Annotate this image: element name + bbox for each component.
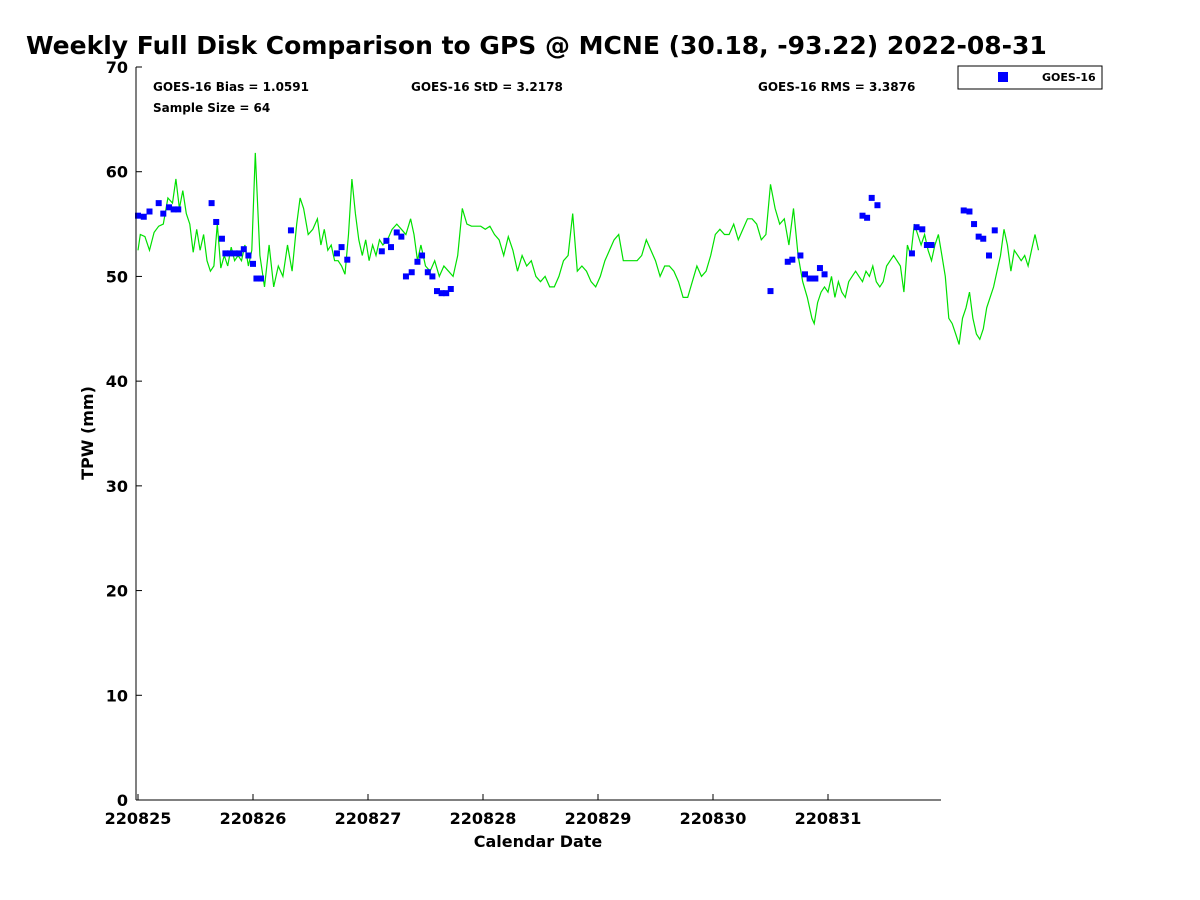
goes-data-point bbox=[864, 214, 871, 221]
goes-data-point bbox=[231, 250, 238, 257]
y-tick-label: 30 bbox=[106, 477, 128, 496]
x-ticks: 220825 220826 220827 220828 220829 220830 2208… bbox=[105, 794, 862, 828]
goes-data-point bbox=[344, 256, 351, 263]
x-axis-label: Calendar Date bbox=[474, 832, 603, 851]
legend-label: GOES-16 bbox=[1042, 71, 1096, 84]
goes-data-point bbox=[797, 252, 804, 259]
goes-data-point bbox=[213, 218, 220, 225]
y-tick-label: 0 bbox=[117, 791, 128, 810]
goes-data-point bbox=[975, 233, 982, 240]
goes-data-point bbox=[874, 202, 881, 209]
y-tick-label: 40 bbox=[106, 372, 128, 391]
goes-data-point bbox=[928, 242, 935, 249]
goes-data-point bbox=[218, 235, 225, 242]
goes-data-point bbox=[986, 252, 992, 259]
goes-data-point bbox=[333, 250, 340, 257]
goes-data-point bbox=[923, 242, 930, 249]
y-tick-label: 70 bbox=[106, 58, 128, 77]
goes-data-point bbox=[434, 288, 440, 295]
gps-series-line bbox=[137, 152, 1040, 345]
goes-data-point bbox=[991, 227, 998, 234]
goes-data-point bbox=[135, 212, 141, 219]
goes-data-point bbox=[913, 224, 920, 231]
goes-data-point bbox=[443, 290, 450, 297]
goes-data-point bbox=[227, 250, 233, 257]
x-tick-label: 220829 bbox=[565, 809, 632, 828]
x-tick-label: 220830 bbox=[680, 809, 747, 828]
legend-box bbox=[957, 65, 1103, 90]
goes-data-point bbox=[980, 235, 987, 242]
goes-data-point bbox=[868, 194, 875, 201]
goes-data-point bbox=[155, 200, 162, 207]
chart-title: Weekly Full Disk Comparison to GPS @ MCN… bbox=[26, 31, 1047, 60]
goes-data-point bbox=[966, 208, 973, 215]
goes-data-point bbox=[236, 250, 243, 257]
plot-area: 0 10 20 30 40 50 60 70 220825 220826 220827 220828… bbox=[105, 58, 1040, 828]
goes-data-point bbox=[208, 200, 215, 207]
x-tick-label: 220828 bbox=[450, 809, 517, 828]
plot-background bbox=[136, 67, 941, 800]
goes-data-point bbox=[398, 233, 405, 240]
goes-data-point bbox=[175, 206, 182, 213]
goes-data-point bbox=[767, 288, 774, 295]
goes-data-point bbox=[140, 213, 147, 220]
y-tick-label: 60 bbox=[106, 163, 128, 182]
goes-data-point bbox=[821, 271, 828, 278]
goes-data-point bbox=[160, 210, 167, 217]
legend-marker bbox=[998, 72, 1008, 82]
y-axis-label: TPW (mm) bbox=[78, 386, 97, 480]
goes-data-point bbox=[170, 206, 177, 213]
goes-data-point bbox=[393, 229, 400, 236]
goes-data-point bbox=[960, 207, 967, 214]
stat-sample-size: Sample Size = 64 bbox=[153, 101, 270, 115]
goes-data-point bbox=[414, 258, 421, 265]
goes-data-point bbox=[429, 273, 436, 280]
goes-data-point bbox=[222, 250, 229, 257]
goes-marker-layer bbox=[135, 194, 998, 297]
goes-data-point bbox=[146, 208, 153, 215]
goes-data-point bbox=[806, 275, 813, 282]
x-tick-label: 220831 bbox=[795, 809, 862, 828]
goes-data-point bbox=[447, 285, 454, 292]
goes-data-point bbox=[419, 252, 426, 259]
goes-data-point bbox=[250, 260, 256, 267]
y-ticks: 0 10 20 30 40 50 60 70 bbox=[106, 58, 142, 810]
stat-bias: GOES-16 Bias = 1.0591 bbox=[153, 80, 309, 94]
y-tick-label: 20 bbox=[106, 582, 128, 601]
goes-data-point bbox=[383, 237, 390, 244]
goes-data-point bbox=[438, 290, 445, 297]
goes-data-point bbox=[408, 269, 415, 276]
goes-data-point bbox=[859, 212, 866, 219]
goes-data-point bbox=[424, 269, 431, 276]
goes-data-point bbox=[816, 265, 823, 272]
goes-data-point bbox=[253, 275, 260, 282]
goes-data-point bbox=[402, 273, 409, 280]
y-tick-label: 10 bbox=[106, 686, 128, 705]
x-tick-label: 220825 bbox=[105, 809, 172, 828]
goes-data-point bbox=[166, 204, 173, 211]
gps-line-layer bbox=[137, 152, 1040, 345]
goes-data-point bbox=[258, 275, 265, 282]
goes-data-point bbox=[240, 246, 247, 253]
goes-data-point bbox=[287, 227, 294, 234]
goes-data-point bbox=[802, 271, 808, 278]
goes-data-point bbox=[971, 221, 978, 228]
goes-data-point bbox=[338, 244, 345, 251]
stat-rms: GOES-16 RMS = 3.3876 bbox=[758, 80, 915, 94]
goes-data-point bbox=[784, 258, 791, 265]
legend: GOES-16 bbox=[957, 65, 1103, 90]
x-tick-label: 220826 bbox=[220, 809, 287, 828]
y-tick-label: 50 bbox=[106, 267, 128, 286]
goes-data-point bbox=[919, 226, 926, 233]
goes-data-point bbox=[789, 256, 796, 263]
goes-data-point bbox=[812, 275, 819, 282]
stat-std: GOES-16 StD = 3.2178 bbox=[411, 80, 563, 94]
goes-data-point bbox=[388, 244, 394, 251]
goes-data-point bbox=[245, 252, 252, 259]
goes-data-point bbox=[378, 248, 385, 255]
x-tick-label: 220827 bbox=[335, 809, 402, 828]
goes-data-point bbox=[908, 250, 915, 257]
